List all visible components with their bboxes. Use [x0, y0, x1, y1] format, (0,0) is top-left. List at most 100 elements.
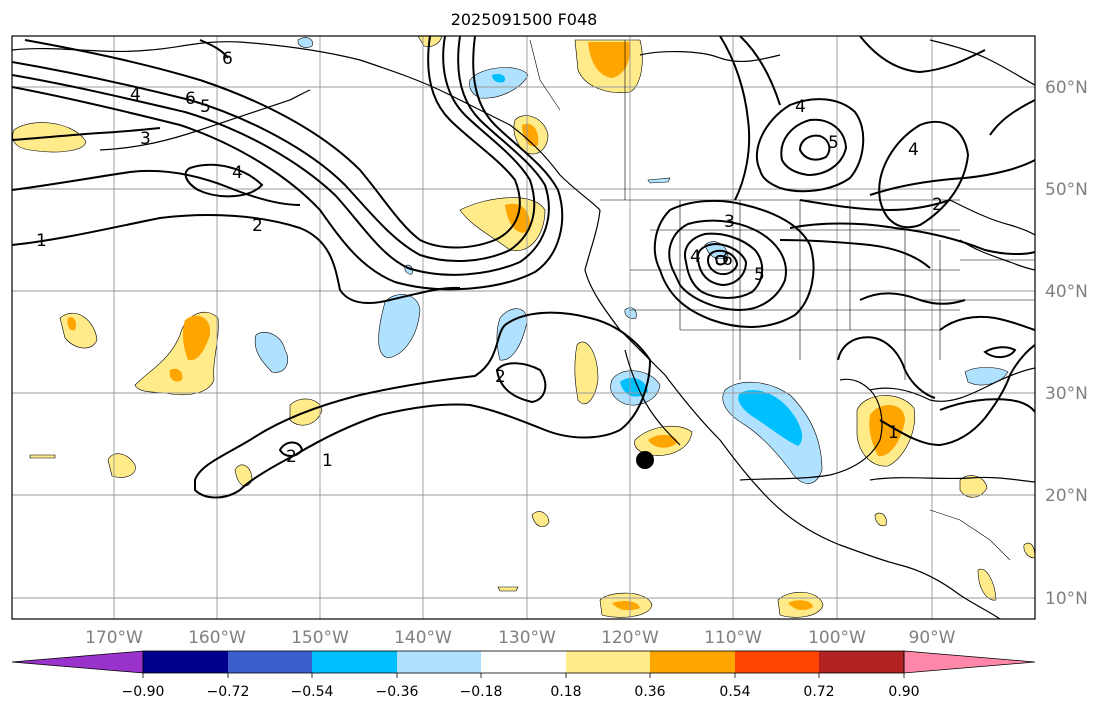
positive-anomaly-area [977, 568, 997, 601]
contour-label: 5 [754, 265, 765, 285]
negative-anomaly-area [469, 67, 529, 99]
colorbar-tick-label: 0.18 [550, 684, 581, 700]
longitude-label: 120°W [601, 628, 659, 648]
contour-label: 5 [828, 133, 839, 153]
longitude-label: 170°W [85, 628, 143, 648]
longitude-label: 100°W [808, 628, 866, 648]
contour-label: 4 [130, 85, 141, 105]
negative-anomaly-area [297, 37, 313, 48]
contour-label: 6 [722, 250, 733, 270]
contour-label: 1 [322, 451, 333, 471]
longitude-label: 110°W [704, 628, 762, 648]
latitude-label: 10°N [1045, 589, 1088, 609]
negative-anomaly-area [964, 367, 1009, 386]
contour-label: 4 [690, 247, 701, 267]
longitude-label: 130°W [498, 628, 556, 648]
positive-anomaly-area [959, 475, 988, 498]
political-borders [529, 39, 1035, 561]
negative-anomaly-area [492, 73, 506, 83]
graticule [12, 36, 1035, 619]
negative-anomaly-area [254, 331, 289, 373]
negative-anomaly-area [624, 307, 637, 319]
positive-anomaly-area [67, 317, 77, 331]
storm-location-marker [636, 451, 654, 469]
latitude-label: 60°N [1045, 78, 1088, 98]
positive-anomaly-area [1023, 542, 1035, 559]
height-contours [12, 36, 1035, 499]
positive-anomaly-area [497, 586, 519, 592]
negative-anomaly-area [378, 294, 421, 359]
colorbar-segment [481, 651, 566, 673]
colorbar-segment [819, 651, 904, 673]
contour-label: 4 [795, 97, 806, 117]
positive-anomaly-area [29, 454, 56, 459]
map-frame [11, 35, 1036, 620]
contour-label: 2 [932, 195, 943, 215]
positive-anomaly-area [648, 434, 678, 448]
positive-anomaly-area [522, 123, 539, 147]
contour-label: 2 [286, 447, 297, 467]
positive-anomaly-area [169, 368, 183, 382]
colorbar-tick-label: 0.72 [803, 684, 834, 700]
positive-anomaly-area [459, 197, 546, 252]
positive-anomaly-area [588, 42, 631, 78]
map-title: 2025091500 F048 [450, 10, 598, 29]
colorbar-segment [735, 651, 819, 673]
contour-label: 5 [200, 97, 211, 117]
latitude-label: 30°N [1045, 384, 1088, 404]
longitude-label: 160°W [188, 628, 246, 648]
colorbar-segment [312, 651, 397, 673]
colorbar-tick-label: 0.54 [719, 684, 750, 700]
contour-label: 3 [140, 129, 151, 149]
negative-anomaly-area [647, 177, 671, 184]
contour-label: 3 [724, 212, 735, 232]
latitude-label: 40°N [1045, 282, 1088, 302]
latitude-label: 50°N [1045, 180, 1088, 200]
colorbar-tick-label: 0.90 [888, 684, 919, 700]
positive-anomaly-area [107, 453, 136, 478]
colorbar-tick-label: −0.90 [122, 684, 165, 700]
positive-anomaly-area [612, 600, 640, 611]
contour-label: 6 [222, 49, 233, 69]
colorbar-segment [650, 651, 735, 673]
positive-anomaly-area [788, 600, 813, 611]
contour-label: 4 [908, 140, 919, 160]
contour-label: 2 [495, 367, 506, 387]
colorbar-extend-low [11, 650, 144, 674]
negative-anomaly-area [738, 390, 803, 446]
positive-anomaly-area [874, 512, 887, 527]
colorbar-frame [142, 650, 905, 674]
longitude-label: 90°W [909, 628, 956, 648]
map-panel [12, 36, 1035, 619]
longitude-labels: 170°W 160°W 150°W 140°W 130°W 120°W 110°… [85, 628, 956, 648]
latitude-labels: 60°N 50°N 40°N 30°N 20°N 10°N [1045, 78, 1088, 609]
colorbar-segment [143, 651, 228, 673]
negative-anomaly-area [620, 377, 648, 397]
contour-label: 2 [252, 216, 263, 236]
contour-label: 1 [36, 231, 47, 251]
positive-anomaly-area [59, 312, 98, 349]
colorbar-segment [397, 651, 481, 673]
longitude-label: 150°W [291, 628, 349, 648]
contour-label: 6 [185, 89, 196, 109]
colorbar-tick-label: −0.36 [376, 684, 419, 700]
colorbar: −0.90 −0.72 −0.54 −0.36 −0.18 0.18 0.36 … [11, 650, 1036, 700]
longitude-label: 140°W [394, 628, 452, 648]
contour-label: 4 [232, 163, 243, 183]
colorbar-tick-label: 0.36 [634, 684, 665, 700]
contour-labels: 6 4 5 6 3 4 2 1 2 1 2 3 4 6 5 4 5 4 2 1 [36, 49, 943, 471]
coastlines [12, 39, 1035, 619]
colorbar-tick-label: −0.18 [460, 684, 503, 700]
negative-anomaly-area [496, 308, 528, 361]
colorbar-tick-label: −0.54 [291, 684, 334, 700]
anomaly-shading [12, 36, 1035, 618]
positive-anomaly-area [183, 315, 211, 361]
colorbar-segment [228, 651, 312, 673]
positive-anomaly-area [531, 511, 550, 528]
contour-label: 1 [888, 423, 899, 443]
positive-anomaly-area [574, 341, 599, 405]
latitude-label: 20°N [1045, 486, 1088, 506]
colorbar-extend-high [903, 650, 1036, 674]
colorbar-segment [566, 651, 650, 673]
